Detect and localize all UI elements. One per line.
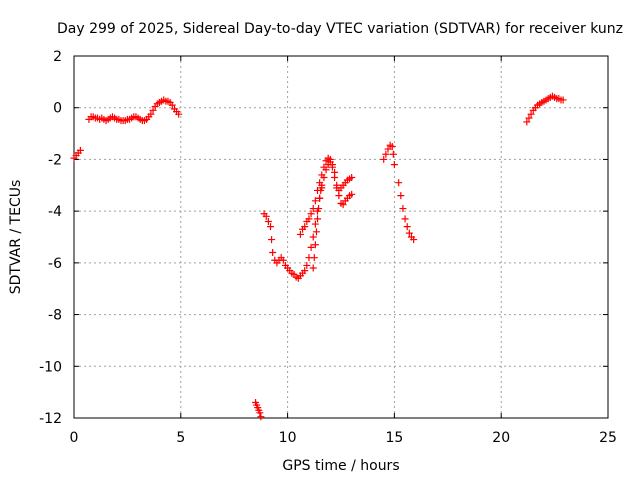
data-point-segment-5 [305,215,313,223]
data-point-segment-2 [147,110,155,118]
y-tick-label: 0 [53,101,62,117]
data-point-segment-4 [311,220,319,228]
x-tick-label: 10 [279,430,297,446]
data-point-segment-9 [525,114,533,122]
y-tick-label: -4 [48,204,62,220]
data-marks [70,92,567,421]
x-tick-label: 0 [70,430,79,446]
data-point-segment-2 [149,106,157,114]
data-point-segment-8 [405,229,413,237]
x-axis-label: GPS time / hours [282,458,399,474]
data-point-segment-8 [397,192,405,200]
chart-title: Day 299 of 2025, Sidereal Day-to-day VTE… [57,21,623,37]
data-point-segment-6 [310,254,318,262]
data-point-segment-4 [267,223,275,231]
data-point-segment-5 [318,171,326,179]
data-point-segment-5 [348,174,356,182]
data-point-segment-5 [301,223,309,231]
grid [74,56,608,418]
data-point-segment-6 [311,241,319,249]
data-point-segment-2 [168,101,176,109]
data-point-segment-5 [328,163,336,171]
y-axis-label: SDTVAR / TECUs [8,180,24,295]
x-tick-label: 20 [492,430,510,446]
data-point-segment-4 [279,256,287,264]
data-point-segment-5 [296,230,304,238]
data-point-segment-4 [264,217,272,225]
data-point-segment-4 [262,212,270,220]
data-point-segment-3 [256,409,264,417]
data-point-segment-4 [301,267,309,275]
data-point-segment-6 [315,205,323,213]
y-tick-label: -8 [48,308,62,324]
data-point-segment-7 [389,150,397,158]
data-point-segment-8 [395,179,403,187]
data-point-segment-6 [312,228,320,236]
x-tick-label: 5 [176,430,185,446]
data-point-segment-9 [527,110,535,118]
data-point-segment-2 [175,110,183,118]
data-point-segment-7 [380,155,388,163]
data-point-segment-9 [523,118,531,126]
data-point-segment-7 [382,150,390,158]
data-point-segment-5 [311,197,319,205]
data-point-segment-4 [348,190,356,198]
data-point-segment-6 [309,264,317,272]
y-tick-label: -12 [39,411,62,427]
data-point-segment-6 [318,181,326,189]
data-point-segment-8 [401,215,409,223]
y-tick-label: -6 [48,256,62,272]
x-tick-label: 15 [385,430,403,446]
data-point-segment-4 [339,201,347,209]
data-point-segment-7 [384,145,392,153]
data-point-segment-7 [390,161,398,169]
data-point-segment-4 [307,243,315,251]
data-point-segment-6 [317,186,325,194]
data-point-segment-6 [316,194,324,202]
x-tick-label: 25 [599,430,617,446]
y-tick-label: -10 [39,359,62,375]
data-point-segment-5 [331,174,339,182]
data-point-segment-3 [257,413,265,421]
data-point-segment-8 [410,236,418,244]
data-point-segment-6 [314,215,322,223]
axis-ticks: 0 5 10 15 20 25 -12 -10 -8 -6 -4 -2 0 2 [39,49,617,446]
data-point-segment-4 [309,233,317,241]
data-point-segment-7 [388,143,396,150]
data-point-segment-5 [307,210,315,218]
data-point-segment-1 [76,146,84,154]
data-point-segment-8 [399,205,407,213]
data-point-segment-4 [268,236,276,244]
plot-frame [73,55,609,419]
data-point-segment-4 [269,249,277,257]
data-point-segment-8 [403,223,411,231]
data-point-segment-9 [559,96,567,104]
data-point-segment-5 [326,155,334,163]
y-tick-label: -2 [48,152,62,168]
data-point-segment-5 [320,163,328,171]
y-tick-label: 2 [53,49,62,65]
data-point-segment-4 [303,261,311,269]
